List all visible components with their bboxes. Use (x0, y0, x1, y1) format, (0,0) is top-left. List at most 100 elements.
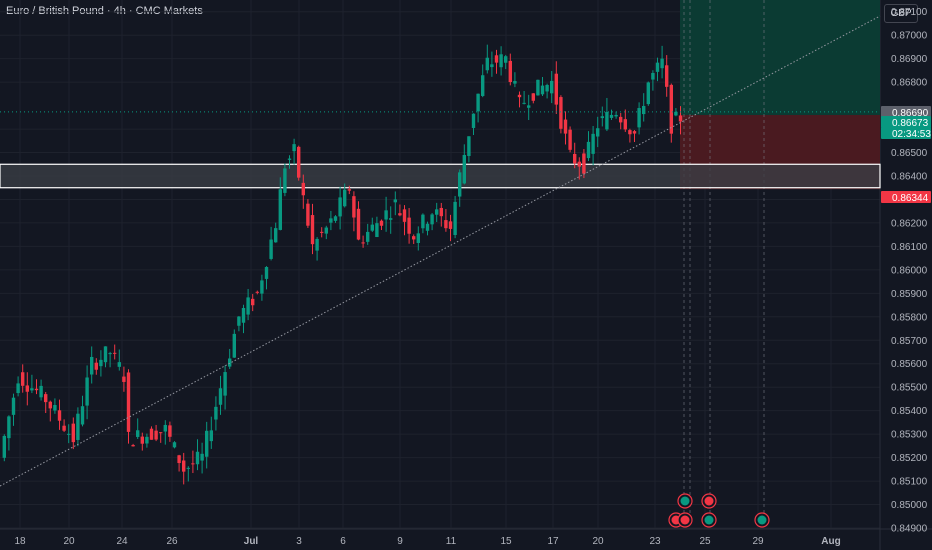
candle-body (591, 133, 595, 154)
candle-body (163, 424, 167, 432)
candle-body (297, 146, 301, 178)
candle-body (660, 58, 664, 69)
candle-body (559, 97, 563, 129)
x-tick-label: 9 (397, 536, 403, 547)
candle-body (186, 467, 190, 469)
x-tick-label: Jul (244, 536, 259, 547)
candle-body (416, 233, 420, 243)
candle-body (462, 154, 466, 184)
candle-body (370, 224, 374, 231)
x-tick-label: Aug (821, 536, 840, 547)
candle-body (228, 358, 232, 367)
position-tool (680, 0, 880, 528)
price-badge-label-countdown: 02:34:53 (892, 129, 931, 140)
x-tick-label: 3 (296, 536, 302, 547)
price-badge-last (881, 116, 931, 128)
candle-body (30, 388, 34, 391)
candle-body (122, 376, 126, 382)
candle-body (85, 377, 89, 406)
y-tick-label: 0.85900 (891, 289, 928, 300)
candle-body (384, 210, 388, 220)
y-tick-label: 0.85100 (891, 477, 928, 488)
y-tick-label: 0.85300 (891, 430, 928, 441)
candle-body (596, 128, 600, 137)
candle-body (425, 223, 430, 231)
candle-body (669, 84, 673, 134)
x-tick-label: 26 (166, 536, 178, 547)
y-tick-label: 0.84900 (891, 524, 928, 535)
candle-body (435, 209, 439, 215)
candle-body (94, 362, 98, 370)
candle-body (44, 394, 48, 403)
candle-body (586, 141, 591, 159)
trendline (0, 15, 881, 487)
overlay (0, 15, 881, 487)
candle-body (609, 114, 614, 118)
candle-body (131, 445, 135, 447)
candle-body (458, 172, 462, 197)
y-tick-label: 0.86100 (891, 242, 928, 253)
candle-body (605, 111, 609, 130)
candle-body (34, 388, 39, 391)
candle-body (402, 209, 407, 222)
candle-body (182, 460, 186, 472)
y-tick-label: 0.85200 (891, 453, 928, 464)
candle-body (223, 372, 227, 396)
y-tick-label: 0.86200 (891, 218, 928, 229)
candle-body (209, 430, 213, 442)
candle-body (517, 94, 522, 98)
event-marker-flag (704, 515, 714, 525)
candle-body (136, 430, 140, 437)
candle-body (614, 114, 618, 117)
price-badge-label-marker: 0.86690 (892, 108, 929, 119)
candle-body (48, 401, 52, 409)
candle-body (99, 359, 103, 367)
price-badge-countdown (881, 127, 931, 139)
x-tick-label: 25 (699, 536, 711, 547)
candle-body (255, 291, 259, 293)
y-tick-label: 0.85000 (891, 500, 928, 511)
y-tick-label: 0.85600 (891, 359, 928, 370)
candle-body (274, 228, 278, 243)
y-tick-label: 0.86500 (891, 148, 928, 159)
candle-body (674, 111, 678, 116)
candle-body (7, 416, 11, 439)
candle-body (2, 435, 6, 458)
candle-body (522, 102, 526, 104)
candle-body (108, 353, 112, 355)
y-tick-label: 0.85800 (891, 312, 928, 323)
currency-button[interactable]: GBP (884, 4, 918, 23)
candle-body (361, 242, 365, 244)
event-markers (668, 493, 770, 528)
candle-body (448, 221, 453, 229)
candle-body (398, 213, 402, 216)
x-tick-label: 23 (649, 536, 661, 547)
candle-body (260, 280, 264, 294)
candle-body (651, 72, 655, 80)
event-marker-flag (680, 515, 690, 525)
event-marker-flag (757, 515, 767, 525)
y-tick-label: 0.87100 (891, 7, 928, 18)
candle-body (191, 463, 195, 465)
candle-body (573, 153, 577, 164)
candle-body (642, 105, 646, 115)
candle-body (103, 346, 108, 363)
candle-body (310, 215, 315, 245)
y-tick-label: 0.86000 (891, 265, 928, 276)
candle-body (471, 113, 476, 128)
candle-body (632, 131, 637, 134)
price-badge-label-last: 0.86673 (892, 118, 929, 129)
candle-body (476, 93, 480, 112)
candle-body (444, 220, 448, 229)
x-tick-label: 20 (592, 536, 604, 547)
candle-body (140, 436, 144, 444)
price-axis: 0.871000.870000.869000.868000.866000.865… (881, 7, 931, 535)
candle-body (366, 231, 370, 242)
candle-body (301, 182, 305, 196)
candle-body (343, 189, 347, 207)
candle-body (347, 189, 351, 191)
candle-body (356, 208, 361, 240)
candle-body (278, 189, 282, 230)
candle-body (287, 158, 292, 160)
